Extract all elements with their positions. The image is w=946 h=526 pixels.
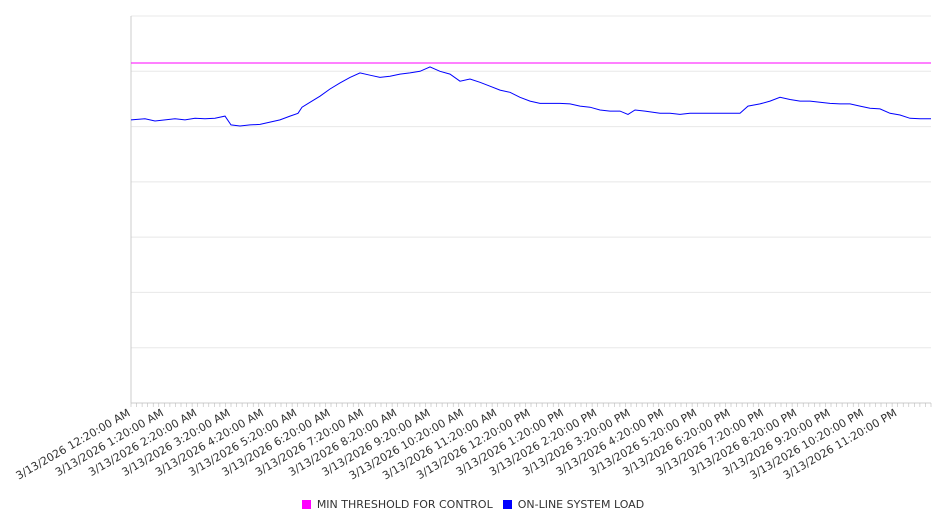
legend-label: ON-LINE SYSTEM LOAD	[517, 498, 645, 511]
system-load-line	[130, 66, 931, 127]
series-lines	[130, 62, 931, 127]
legend-item-system-load[interactable]: ON-LINE SYSTEM LOAD	[502, 498, 645, 511]
x-tick-labels: 3/13/2026 12:20:00 AM3/13/2026 1:20:00 A…	[14, 406, 900, 482]
grid-lines	[131, 15, 931, 404]
system-load-swatch	[502, 500, 512, 509]
legend-label: MIN THRESHOLD FOR CONTROL	[316, 498, 493, 511]
legend-item-threshold[interactable]: MIN THRESHOLD FOR CONTROL	[301, 498, 493, 511]
threshold-swatch	[301, 500, 311, 509]
x-minor-ticks	[130, 403, 932, 407]
legend: MIN THRESHOLD FOR CONTROL ON-LINE SYSTEM…	[0, 498, 946, 511]
